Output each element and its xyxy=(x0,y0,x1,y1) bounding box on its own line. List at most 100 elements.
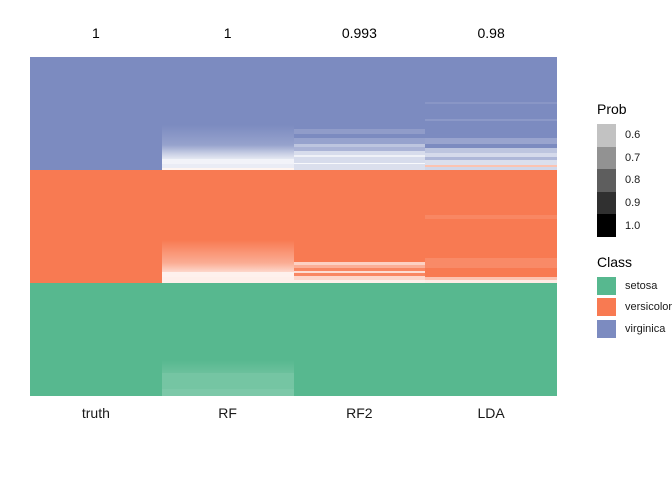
accuracy-label-RF: 1 xyxy=(223,25,232,41)
heatmap-column-LDA xyxy=(425,57,557,396)
prob-strip xyxy=(425,102,557,105)
prob-legend-label-0.7: 0.7 xyxy=(625,151,641,164)
prob-strip xyxy=(293,267,426,272)
prob-strip xyxy=(293,162,426,165)
class-swatch-virginica xyxy=(597,319,616,338)
prob-strip xyxy=(161,145,294,155)
prob-strip xyxy=(293,134,426,139)
x-axis-label-row: truth RF RF2 LDA xyxy=(30,406,557,421)
accuracy-label-truth: 1 xyxy=(91,25,100,41)
prob-legend-label-0.8: 0.8 xyxy=(625,174,641,187)
heatmap-column-truth xyxy=(30,57,162,396)
class-block-virginica-RF2 xyxy=(293,57,426,170)
prob-strip xyxy=(161,164,294,168)
class-block-versicolor-RF2 xyxy=(293,169,426,283)
prob-strip xyxy=(161,57,294,125)
prob-strip xyxy=(161,262,294,272)
prob-legend-title: Prob xyxy=(597,101,627,117)
x-axis-label-RF2: RF2 xyxy=(346,405,373,421)
prob-swatch-0.8 xyxy=(597,169,616,192)
heatmap-plot xyxy=(30,57,557,396)
prob-swatch-0.7 xyxy=(597,146,616,170)
prob-strip xyxy=(161,154,294,159)
x-axis-label-RF: RF xyxy=(218,405,237,421)
prob-strip xyxy=(293,282,426,396)
class-legend-title: Class xyxy=(597,254,633,270)
prob-strip xyxy=(425,143,557,149)
prob-strip xyxy=(293,147,426,151)
class-block-virginica-LDA xyxy=(425,57,557,170)
prob-strip xyxy=(425,121,557,139)
class-legend-row-virginica: virginica xyxy=(597,319,672,338)
class-legend-label-setosa: setosa xyxy=(625,280,658,292)
prob-strip xyxy=(293,271,426,274)
prob-strip xyxy=(425,277,557,281)
class-legend-row-setosa: setosa xyxy=(597,277,672,295)
prob-strip xyxy=(161,373,294,390)
prob-strip xyxy=(425,164,557,168)
prob-strip xyxy=(425,169,557,216)
prob-swatch-1.0 xyxy=(597,214,616,237)
prob-strip xyxy=(425,104,557,120)
prob-strip xyxy=(161,271,294,278)
prob-strip xyxy=(293,154,426,157)
prob-strip xyxy=(425,167,557,170)
accuracy-label-row: 1 1 0.993 0.98 xyxy=(30,26,557,41)
prob-strip xyxy=(293,273,426,277)
prob-legend-row-0.6: 0.6 xyxy=(597,124,640,147)
prob-strip xyxy=(161,167,294,170)
prob-strip xyxy=(425,57,557,103)
prob-strip xyxy=(293,169,426,262)
prob-strip xyxy=(293,276,426,280)
prob-strip xyxy=(425,268,557,278)
prob-strip xyxy=(293,143,426,148)
prob-strip xyxy=(293,129,426,135)
class-swatch-setosa xyxy=(597,277,616,295)
class-block-setosa-truth xyxy=(30,282,162,396)
prob-strip xyxy=(161,282,294,360)
prob-strip xyxy=(425,156,557,161)
prob-strip xyxy=(293,164,426,170)
prob-strip xyxy=(425,282,557,396)
prob-legend: Prob 0.6 0.7 0.8 0.9 1.0 xyxy=(597,102,640,237)
x-axis-label-truth: truth xyxy=(81,405,110,421)
prob-strip xyxy=(293,156,426,163)
class-swatch-versicolor xyxy=(597,298,616,317)
prob-strip xyxy=(161,158,294,165)
class-block-virginica-truth xyxy=(30,57,162,170)
prob-swatch-0.6 xyxy=(597,124,616,147)
prob-strip xyxy=(425,119,557,122)
prob-strip xyxy=(161,277,294,283)
prob-strip xyxy=(293,261,426,265)
prob-strip xyxy=(161,124,294,146)
prob-swatch-0.9 xyxy=(597,191,616,215)
heatmap-column-RF xyxy=(161,57,294,396)
prob-legend-row-0.8: 0.8 xyxy=(597,169,640,192)
class-block-versicolor-RF xyxy=(161,169,294,283)
class-legend-row-versicolor: versicolor xyxy=(597,298,672,317)
prob-strip xyxy=(293,150,426,155)
prob-strip xyxy=(161,169,294,241)
prob-strip xyxy=(425,258,557,269)
prob-legend-label-0.6: 0.6 xyxy=(625,129,641,142)
class-legend-label-versicolor: versicolor xyxy=(625,301,672,314)
class-legend-label-virginica: virginica xyxy=(625,322,666,335)
prob-strip xyxy=(293,279,426,283)
prob-legend-label-1.0: 1.0 xyxy=(625,219,641,232)
prob-strip xyxy=(161,389,294,396)
accuracy-label-RF2: 0.993 xyxy=(341,25,377,41)
heatmap-column-RF2 xyxy=(293,57,426,396)
prob-strip xyxy=(293,57,426,130)
prob-strip xyxy=(30,57,162,170)
prob-strip xyxy=(425,218,557,259)
class-legend: Class setosa versicolor virginica xyxy=(597,255,672,341)
class-block-setosa-RF2 xyxy=(293,282,426,396)
prob-legend-label-0.9: 0.9 xyxy=(625,197,641,210)
prob-legend-row-0.7: 0.7 xyxy=(597,146,641,170)
accuracy-label-LDA: 0.98 xyxy=(477,25,505,41)
class-block-setosa-RF xyxy=(161,282,294,396)
prob-strip xyxy=(161,359,294,374)
prob-strip xyxy=(161,240,294,263)
prob-strip xyxy=(425,138,557,144)
